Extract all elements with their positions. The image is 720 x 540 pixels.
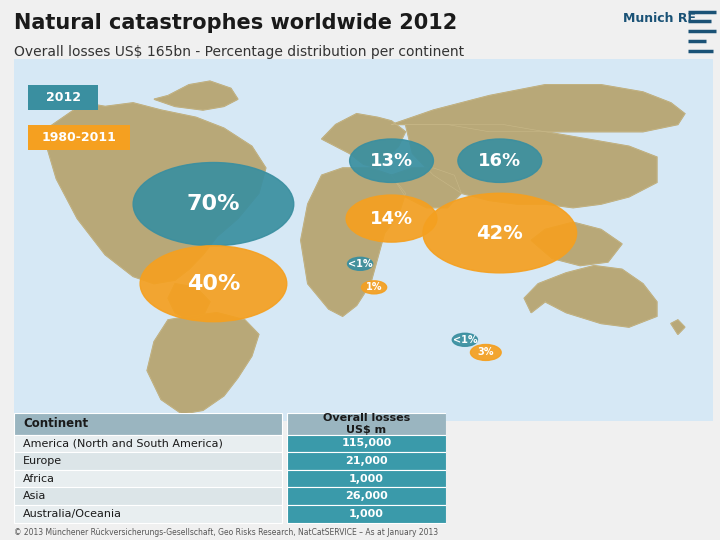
Text: 42%: 42% xyxy=(477,224,523,242)
FancyBboxPatch shape xyxy=(14,470,282,488)
Text: Europe: Europe xyxy=(23,456,62,466)
FancyBboxPatch shape xyxy=(287,452,446,470)
Circle shape xyxy=(346,195,437,242)
Text: 1%: 1% xyxy=(366,282,382,292)
FancyBboxPatch shape xyxy=(14,505,282,523)
FancyBboxPatch shape xyxy=(14,488,282,505)
Circle shape xyxy=(140,246,287,322)
Text: 40%: 40% xyxy=(186,274,240,294)
Text: <1%: <1% xyxy=(453,335,477,345)
FancyBboxPatch shape xyxy=(287,488,446,505)
Circle shape xyxy=(133,163,294,246)
Text: Asia: Asia xyxy=(23,491,46,501)
Polygon shape xyxy=(301,168,405,316)
Polygon shape xyxy=(524,266,657,327)
Polygon shape xyxy=(42,103,266,284)
Text: 16%: 16% xyxy=(478,152,521,170)
Text: 115,000: 115,000 xyxy=(341,438,392,448)
Circle shape xyxy=(470,345,501,360)
Polygon shape xyxy=(322,113,405,168)
Text: Natural catastrophes worldwide 2012: Natural catastrophes worldwide 2012 xyxy=(14,13,458,33)
FancyBboxPatch shape xyxy=(14,413,282,435)
Text: 3%: 3% xyxy=(477,347,494,357)
Circle shape xyxy=(423,193,577,273)
Text: 1,000: 1,000 xyxy=(349,509,384,519)
Circle shape xyxy=(458,139,541,183)
Polygon shape xyxy=(154,81,238,110)
Text: 2012: 2012 xyxy=(46,91,81,104)
FancyBboxPatch shape xyxy=(11,58,716,423)
Text: <1%: <1% xyxy=(348,259,372,269)
Text: 13%: 13% xyxy=(370,152,413,170)
Text: Australia/Oceania: Australia/Oceania xyxy=(23,509,122,519)
FancyBboxPatch shape xyxy=(287,413,446,435)
Text: 1,000: 1,000 xyxy=(349,474,384,484)
FancyBboxPatch shape xyxy=(287,470,446,488)
Text: 21,000: 21,000 xyxy=(345,456,388,466)
Text: 70%: 70% xyxy=(186,194,240,214)
Polygon shape xyxy=(671,320,685,334)
Polygon shape xyxy=(168,284,210,320)
Circle shape xyxy=(361,281,387,294)
Polygon shape xyxy=(147,313,259,414)
FancyBboxPatch shape xyxy=(28,85,98,110)
Circle shape xyxy=(350,139,433,183)
Circle shape xyxy=(348,257,373,271)
Text: 1980-2011: 1980-2011 xyxy=(41,131,116,144)
Text: © 2013 Münchener Rückversicherungs-Gesellschaft, Geo Risks Research, NatCatSERVI: © 2013 Münchener Rückversicherungs-Gesel… xyxy=(14,528,438,537)
Text: Munich RE: Munich RE xyxy=(623,12,696,25)
FancyBboxPatch shape xyxy=(14,435,282,452)
FancyBboxPatch shape xyxy=(287,435,446,452)
Text: Overall losses US$ 165bn - Percentage distribution per continent: Overall losses US$ 165bn - Percentage di… xyxy=(14,45,464,59)
Polygon shape xyxy=(405,125,657,208)
Circle shape xyxy=(452,333,477,346)
FancyBboxPatch shape xyxy=(14,452,282,470)
Text: America (North and South America): America (North and South America) xyxy=(23,438,223,448)
Text: Overall losses
US$ m: Overall losses US$ m xyxy=(323,413,410,435)
FancyBboxPatch shape xyxy=(28,125,130,150)
Text: 14%: 14% xyxy=(370,210,413,227)
Text: Continent: Continent xyxy=(23,417,88,430)
Text: Africa: Africa xyxy=(23,474,55,484)
Polygon shape xyxy=(392,168,462,208)
Polygon shape xyxy=(531,222,622,266)
FancyBboxPatch shape xyxy=(287,505,446,523)
Text: 26,000: 26,000 xyxy=(345,491,388,501)
Polygon shape xyxy=(392,85,685,132)
